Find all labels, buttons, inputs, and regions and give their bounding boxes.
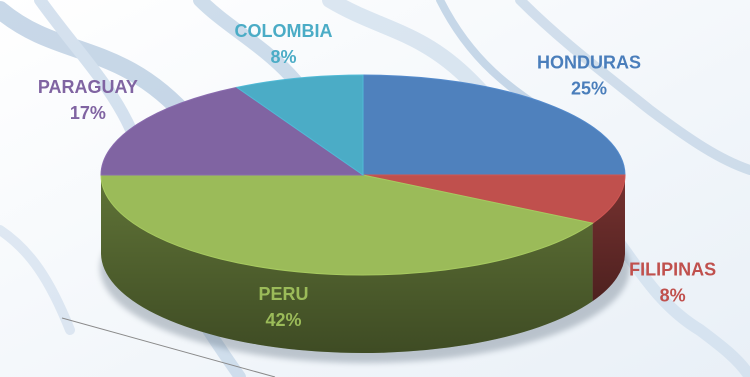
pie-slices — [100, 74, 626, 353]
pie-slice-honduras — [362, 74, 626, 176]
slice-label-honduras: HONDURAS 25% — [537, 53, 641, 99]
slice-value-label: 17% — [70, 103, 106, 123]
slice-label-peru: PERU 42% — [258, 284, 308, 330]
peru-leader-line — [61, 317, 276, 377]
slice-value-label: 8% — [270, 47, 296, 67]
slice-value-label: 42% — [265, 310, 301, 330]
slice-category-label: PARAGUAY — [38, 77, 138, 97]
slice-category-label: HONDURAS — [537, 53, 641, 73]
pie-slice-paraguay — [100, 86, 365, 176]
slice-labels: HONDURAS 25% FILIPINAS 8% PERU 42% PARAGUAY 17%… — [38, 21, 716, 330]
slice-category-label: FILIPINAS — [629, 260, 716, 280]
slice-label-filipinas: FILIPINAS 8% — [629, 260, 716, 306]
pie-slice-colombia — [235, 74, 364, 176]
slice-label-paraguay: PARAGUAY 17% — [38, 77, 138, 123]
pie-slice-filipinas — [362, 174, 626, 224]
slice-label-colombia: COLOMBIA 8% — [235, 21, 333, 67]
pie-wall-shading — [592, 175, 625, 302]
pie-side-walls — [101, 175, 625, 353]
slice-category-label: PERU — [258, 284, 308, 304]
slice-value-label: 25% — [571, 79, 607, 99]
pie-wall-shading — [101, 175, 593, 353]
pie-slice-peru — [100, 174, 594, 276]
slice-value-label: 8% — [660, 286, 686, 306]
pie-top-faces — [100, 74, 626, 276]
slice-category-label: COLOMBIA — [235, 21, 333, 41]
